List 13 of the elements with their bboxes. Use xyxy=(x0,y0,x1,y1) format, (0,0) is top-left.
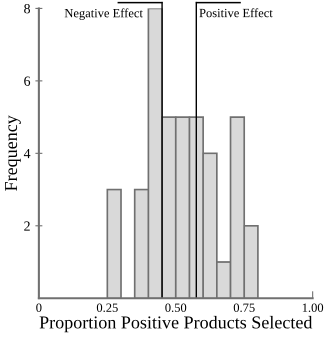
y-tick-label: 2 xyxy=(24,221,30,231)
x-axis-title: Proportion Positive Products Selected xyxy=(40,316,312,332)
x-tick-label: 0 xyxy=(36,303,42,312)
y-tick-label: 4 xyxy=(24,149,30,158)
y-tick-label: 8 xyxy=(24,4,30,14)
ref-line-label: Positive Effect xyxy=(199,8,273,18)
y-axis-title: Frequency xyxy=(5,115,21,191)
x-tick-label: 0.50 xyxy=(165,303,186,312)
x-tick-label: 1.00 xyxy=(302,303,324,312)
x-tick-label: 0.25 xyxy=(96,303,118,312)
ref-line-label: Negative Effect xyxy=(64,8,143,20)
x-tick-label: 0.75 xyxy=(234,303,255,312)
y-tick-label: 6 xyxy=(24,76,30,86)
